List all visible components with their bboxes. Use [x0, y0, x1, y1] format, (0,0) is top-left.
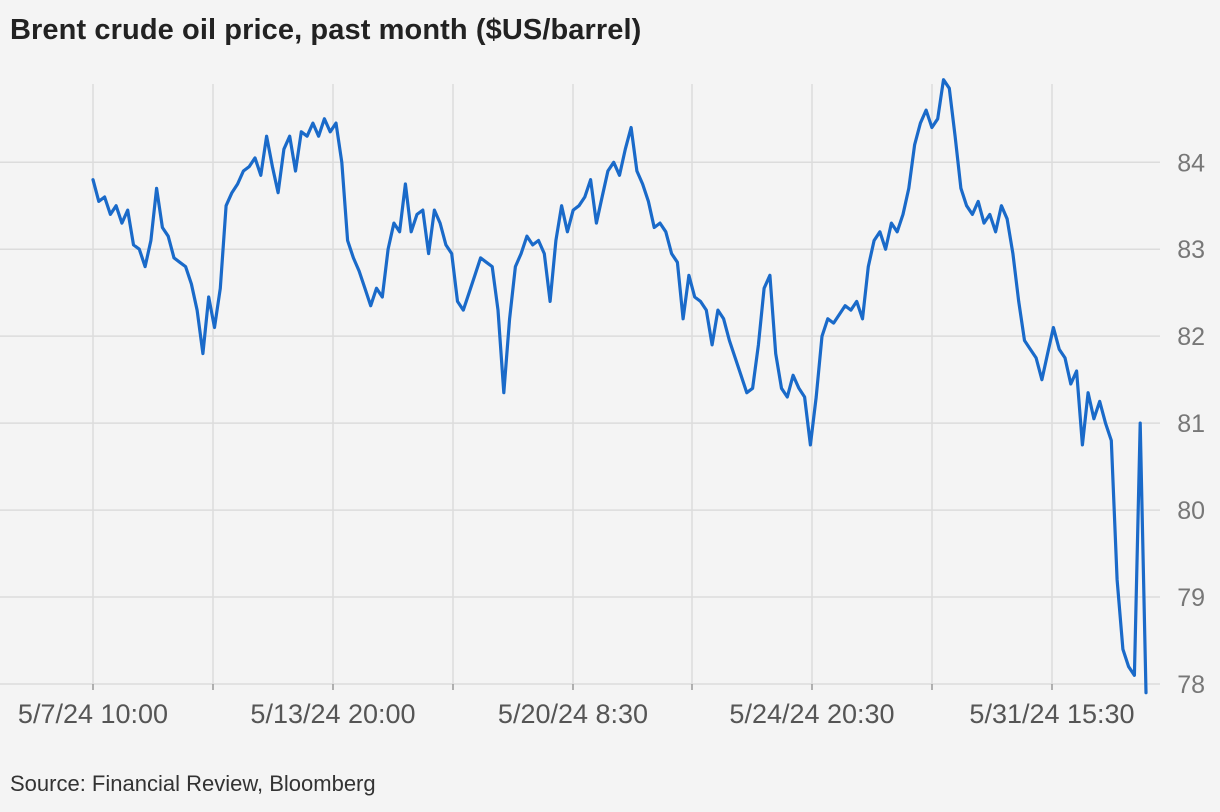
x-axis-labels: 5/7/24 10:00 5/13/24 20:00 5/20/24 8:30 5/2… — [18, 699, 1135, 729]
y-tick-label-80: 80 — [1177, 497, 1205, 525]
y-tick-label-84: 84 — [1177, 149, 1205, 177]
x-tick-label-0: 5/7/24 10:00 — [18, 699, 168, 729]
series-group — [91, 78, 1148, 695]
x-tick-label-4: 5/31/24 15:30 — [969, 699, 1134, 729]
y-tick-label-81: 81 — [1177, 410, 1205, 438]
y-tick-label-83: 83 — [1177, 236, 1205, 264]
source-note: Source: Financial Review, Bloomberg — [10, 771, 376, 796]
x-tick-label-2: 5/20/24 8:30 — [498, 699, 648, 729]
y-tick-label-78: 78 — [1177, 671, 1205, 699]
x-tick-label-3: 5/24/24 20:30 — [729, 699, 894, 729]
y-tick-label-79: 79 — [1177, 584, 1205, 612]
chart-title: Brent crude oil price, past month ($US/b… — [10, 14, 642, 46]
x-axis-ticks — [92, 684, 1053, 690]
y-tick-label-82: 82 — [1177, 323, 1205, 351]
series-line-0 — [91, 78, 1148, 695]
horizontal-gridlines — [0, 161, 1160, 685]
vertical-gridlines — [92, 84, 1053, 684]
x-tick-label-1: 5/13/24 20:00 — [250, 699, 415, 729]
y-axis-labels: 78 79 80 81 82 83 84 — [1177, 149, 1205, 699]
